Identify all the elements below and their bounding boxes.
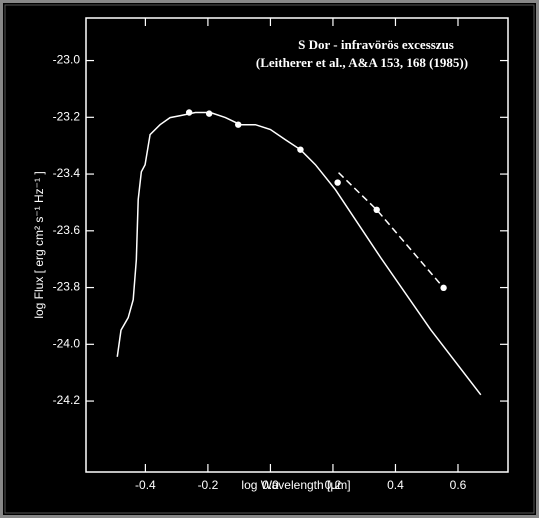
spectrum-line [116,111,482,396]
x-tick-label: 0.6 [450,478,467,492]
data-point [297,146,304,153]
inner-frame [4,4,535,514]
chart-title: S Dor - infravörös excesszus [298,37,454,52]
y-tick-label: -23.8 [53,280,81,294]
chart-subtitle: (Leitherer et al., A&A 153, 168 (1985)) [256,55,468,70]
x-tick-label: -0.4 [135,478,156,492]
data-point [235,121,242,128]
data-point [185,109,193,116]
y-tick-label: -23.0 [53,53,81,67]
y-tick-label: -23.4 [53,166,81,180]
y-tick-label: -24.2 [53,393,81,407]
data-point [205,110,213,117]
x-tick-label: -0.2 [198,478,219,492]
x-tick-label: 0.0 [262,478,279,492]
data-point [334,179,341,186]
x-tick-label: 0.4 [387,478,404,492]
y-tick-label: -24.0 [53,336,81,350]
y-axis-label: log Flux [ erg cm² s⁻¹ Hz⁻¹ ] [32,171,46,318]
x-axis-label: log Wavelength [μm] [241,478,350,492]
y-tick-label: -23.6 [53,223,81,237]
plot-frame [85,17,509,473]
dashed-line [338,172,445,289]
y-tick-label: -23.2 [53,109,81,123]
x-tick-label: 0.2 [325,478,342,492]
